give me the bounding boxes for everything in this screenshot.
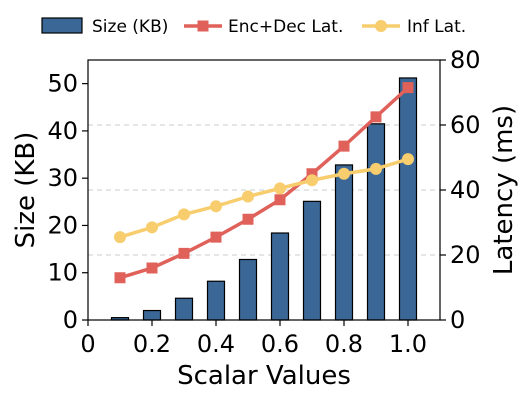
- y-left-tick-label: 30: [47, 164, 78, 192]
- y-left-axis-ticks: 0 10 20 30 40 50: [47, 70, 88, 334]
- bar: [142, 309, 162, 321]
- legend: Size (KB) Enc+Dec Lat. Inf Lat.: [41, 17, 466, 37]
- bar: [174, 297, 194, 321]
- bar: [302, 200, 322, 321]
- legend-label: Inf Lat.: [407, 17, 466, 37]
- series-line: [119, 86, 410, 280]
- bar: [270, 232, 290, 321]
- legend-entry: Size (KB): [41, 17, 168, 37]
- bar: [238, 258, 258, 321]
- point: [178, 247, 190, 259]
- legend-marker: [197, 20, 209, 32]
- point: [114, 272, 126, 284]
- point: [114, 231, 126, 244]
- x-tick-label: 0.6: [261, 330, 299, 358]
- legend-marker: [375, 20, 387, 32]
- x-tick-label: 0.8: [325, 330, 363, 358]
- bar: [334, 164, 354, 321]
- y-left-tick-label: 10: [47, 259, 78, 287]
- legend-label: Size (KB): [92, 17, 168, 37]
- y-left-axis-label: Size (KB): [11, 132, 41, 249]
- y-right-tick-label: 80: [450, 46, 481, 74]
- point: [306, 168, 318, 180]
- grid: [88, 124, 440, 256]
- point: [402, 82, 414, 94]
- series-line: [119, 157, 409, 239]
- point: [210, 231, 222, 243]
- y-left-tick-label: 50: [47, 70, 78, 98]
- legend-entry: Inf Lat.: [362, 17, 466, 37]
- legend-swatch: [41, 17, 83, 34]
- point: [370, 111, 382, 123]
- y-right-tick-label: 20: [450, 241, 481, 269]
- x-axis-label: Scalar Values: [177, 361, 351, 391]
- y-right-tick-label: 60: [450, 111, 481, 139]
- bar: [206, 280, 226, 321]
- line-series: [114, 82, 414, 284]
- point: [146, 262, 158, 274]
- legend-entry: Enc+Dec Lat.: [184, 17, 343, 37]
- x-tick-label: 0.2: [133, 330, 171, 358]
- legend-label: Enc+Dec Lat.: [228, 17, 343, 37]
- point: [242, 190, 254, 203]
- x-tick-label: 1.0: [389, 330, 427, 358]
- point: [306, 174, 318, 187]
- y-right-tick-label: 0: [450, 306, 465, 334]
- x-axis-ticks: 0 0.2 0.4 0.6 0.8 1.0: [80, 320, 427, 358]
- point: [242, 213, 254, 225]
- bar: [398, 77, 418, 321]
- point: [146, 221, 158, 234]
- x-tick-label: 0.4: [197, 330, 235, 358]
- point: [274, 194, 286, 206]
- point: [178, 208, 190, 221]
- point: [338, 167, 350, 180]
- point: [210, 200, 222, 213]
- bar: [366, 123, 386, 321]
- x-tick-label: 0: [80, 330, 95, 358]
- point: [274, 182, 286, 195]
- y-right-tick-label: 40: [450, 176, 481, 204]
- point: [338, 140, 350, 152]
- y-left-tick-label: 0: [63, 306, 78, 334]
- y-right-axis-ticks: 0 20 40 60 80: [440, 46, 481, 334]
- point: [370, 162, 382, 175]
- point: [402, 153, 414, 166]
- y-right-axis-label: Latency (ms): [489, 105, 519, 275]
- y-left-tick-label: 20: [47, 211, 78, 239]
- y-left-tick-label: 40: [47, 117, 78, 145]
